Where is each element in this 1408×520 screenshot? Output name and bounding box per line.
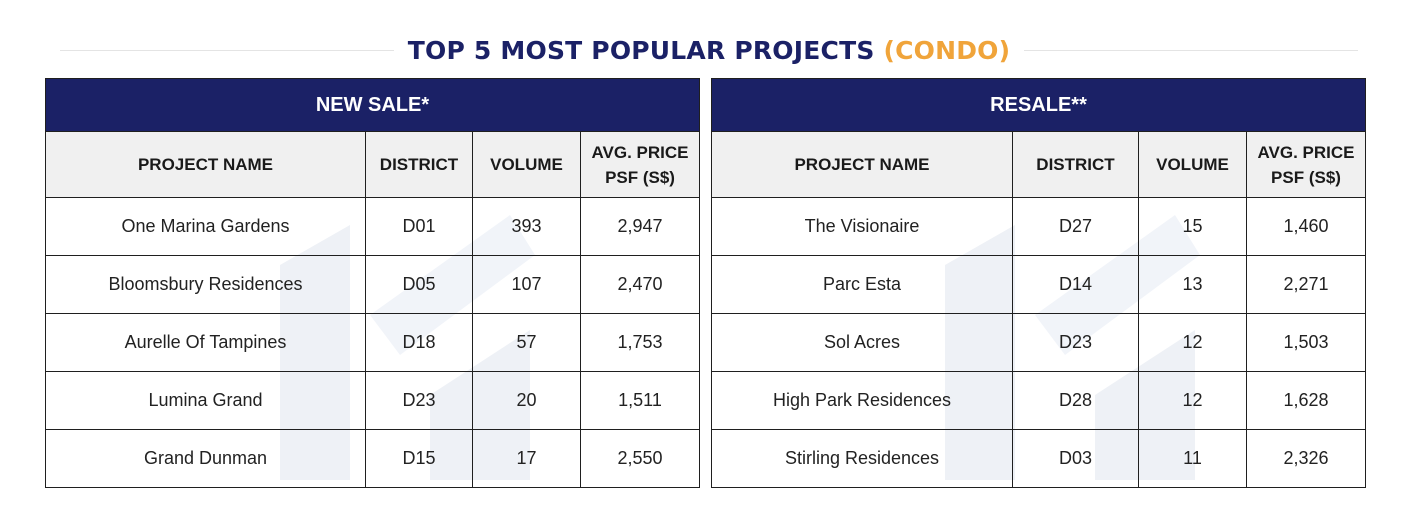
project-name-cell: One Marina Gardens [45, 197, 366, 256]
price-cell: 1,503 [1245, 313, 1367, 372]
title-row: TOP 5 MOST POPULAR PROJECTS (CONDO) [60, 30, 1359, 70]
project-name-cell: Sol Acres [711, 313, 1013, 372]
volume-cell: 11 [1138, 429, 1247, 488]
volume-cell: 15 [1138, 197, 1247, 256]
table-row: Stirling Residences D03 11 2,326 [711, 429, 1367, 488]
price-cell: 1,511 [579, 371, 701, 430]
project-name-cell: The Visionaire [711, 197, 1013, 256]
col-volume: VOLUME [1138, 131, 1247, 198]
volume-cell: 17 [472, 429, 581, 488]
col-avg-price-line2: PSF (S$) [605, 167, 675, 187]
col-volume: VOLUME [472, 131, 581, 198]
volume-cell: 20 [472, 371, 581, 430]
project-name-cell: Aurelle Of Tampines [45, 313, 366, 372]
price-cell: 2,470 [579, 255, 701, 314]
price-cell: 2,947 [579, 197, 701, 256]
col-district: DISTRICT [365, 131, 473, 198]
district-cell: D23 [365, 371, 473, 430]
table-row: Bloomsbury Residences D05 107 2,470 [45, 255, 701, 314]
title-divider-right [1024, 49, 1359, 51]
district-cell: D01 [365, 197, 473, 256]
col-avg-price-line1: AVG. PRICE [591, 142, 689, 162]
district-cell: D28 [1012, 371, 1139, 430]
col-project-name: PROJECT NAME [711, 131, 1013, 198]
table-row: Sol Acres D23 12 1,503 [711, 313, 1367, 372]
title-main: TOP 5 MOST POPULAR PROJECTS [407, 35, 875, 65]
volume-cell: 13 [1138, 255, 1247, 314]
price-cell: 2,326 [1245, 429, 1367, 488]
district-cell: D14 [1012, 255, 1139, 314]
col-avg-price-line2: PSF (S$) [1271, 167, 1341, 187]
title-divider-left [60, 49, 394, 51]
project-name-cell: Stirling Residences [711, 429, 1013, 488]
district-cell: D27 [1012, 197, 1139, 256]
new-sale-heading: NEW SALE* [44, 78, 701, 132]
col-avg-price: AVG. PRICE PSF (S$) [1245, 131, 1367, 198]
district-cell: D18 [365, 313, 473, 372]
volume-cell: 107 [472, 255, 581, 314]
project-name-cell: Bloomsbury Residences [45, 255, 366, 314]
volume-cell: 12 [1138, 371, 1247, 430]
col-project-name: PROJECT NAME [45, 131, 366, 198]
page-title: TOP 5 MOST POPULAR PROJECTS (CONDO) [394, 36, 1024, 65]
col-avg-price: AVG. PRICE PSF (S$) [579, 131, 701, 198]
new-sale-table: NEW SALE* PROJECT NAME DISTRICT VOLUME A… [44, 78, 701, 488]
price-cell: 1,460 [1245, 197, 1367, 256]
table-row: The Visionaire D27 15 1,460 [711, 197, 1367, 256]
table-row: One Marina Gardens D01 393 2,947 [45, 197, 701, 256]
project-name-cell: Grand Dunman [45, 429, 366, 488]
table-row: Aurelle Of Tampines D18 57 1,753 [45, 313, 701, 372]
volume-cell: 57 [472, 313, 581, 372]
volume-cell: 12 [1138, 313, 1247, 372]
title-accent: (CONDO) [883, 35, 1011, 65]
project-name-cell: Parc Esta [711, 255, 1013, 314]
volume-cell: 393 [472, 197, 581, 256]
district-cell: D03 [1012, 429, 1139, 488]
price-cell: 2,271 [1245, 255, 1367, 314]
col-avg-price-line1: AVG. PRICE [1257, 142, 1355, 162]
resale-table: RESALE** PROJECT NAME DISTRICT VOLUME AV… [710, 78, 1367, 488]
col-district: DISTRICT [1012, 131, 1139, 198]
district-cell: D23 [1012, 313, 1139, 372]
table-row: Parc Esta D14 13 2,271 [711, 255, 1367, 314]
price-cell: 2,550 [579, 429, 701, 488]
table-row: Lumina Grand D23 20 1,511 [45, 371, 701, 430]
project-name-cell: Lumina Grand [45, 371, 366, 430]
resale-heading: RESALE** [710, 78, 1367, 132]
project-name-cell: High Park Residences [711, 371, 1013, 430]
district-cell: D15 [365, 429, 473, 488]
district-cell: D05 [365, 255, 473, 314]
price-cell: 1,753 [579, 313, 701, 372]
table-row: High Park Residences D28 12 1,628 [711, 371, 1367, 430]
table-row: Grand Dunman D15 17 2,550 [45, 429, 701, 488]
price-cell: 1,628 [1245, 371, 1367, 430]
